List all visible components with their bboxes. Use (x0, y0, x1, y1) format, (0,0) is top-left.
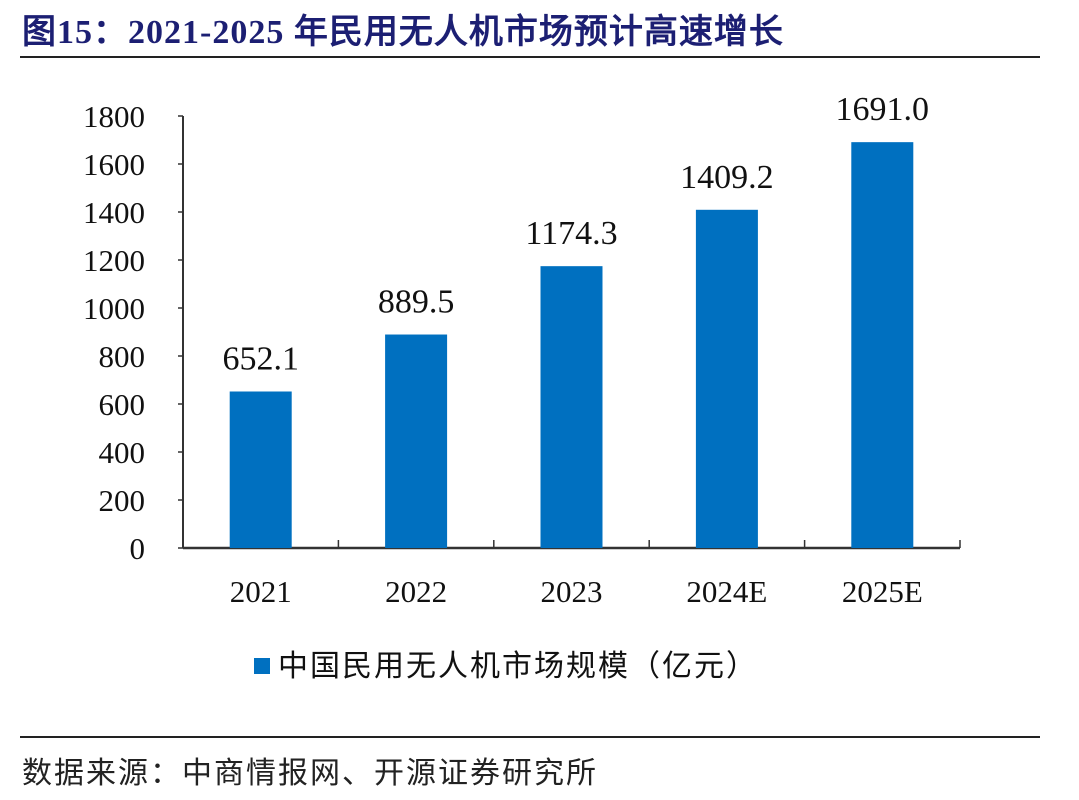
bar (695, 209, 758, 549)
y-tick-label: 800 (99, 339, 146, 374)
legend-swatch (254, 658, 270, 674)
data-label: 1174.3 (525, 215, 617, 252)
bar (385, 334, 448, 548)
legend-label: 中国民用无人机市场规模（亿元） (278, 650, 758, 683)
bar (851, 142, 914, 548)
x-axis: 2021 2022 2023 2024E 2025E (182, 540, 961, 609)
x-tick-label: 2023 (541, 574, 603, 609)
x-tick-label: 2025E (842, 574, 923, 609)
bars: 652.1 889.5 1174.3 1409.2 1691.0 (222, 91, 930, 549)
x-tick-label: 2022 (385, 574, 447, 609)
y-tick-label: 0 (130, 531, 146, 566)
y-tick-label: 1600 (83, 147, 145, 182)
bar (229, 391, 292, 548)
data-label: 652.1 (222, 340, 299, 377)
y-tick-label: 400 (99, 435, 146, 470)
y-tick-label: 1000 (83, 291, 145, 326)
y-tick-label: 600 (99, 387, 146, 422)
data-label: 1409.2 (680, 159, 774, 196)
y-axis: 0 200 400 600 800 1000 1200 1400 1600 1800 (83, 99, 184, 566)
y-tick-label: 1200 (83, 243, 145, 278)
data-label: 1691.0 (836, 91, 930, 128)
title-rule (20, 56, 1040, 58)
y-tick-label: 1800 (83, 99, 145, 134)
data-source: 数据来源：中商情报网、开源证券研究所 (22, 757, 598, 790)
y-tick-label: 1400 (83, 195, 145, 230)
legend: 中国民用无人机市场规模（亿元） (254, 650, 758, 683)
y-tick-label: 200 (99, 483, 146, 518)
figure-title: 图15：2021-2025 年民用无人机市场预计高速增长 (22, 14, 784, 51)
x-tick-label: 2021 (230, 574, 292, 609)
data-label: 889.5 (378, 284, 455, 321)
bar (540, 266, 603, 548)
x-tick-label: 2024E (686, 574, 767, 609)
source-rule (20, 736, 1040, 738)
